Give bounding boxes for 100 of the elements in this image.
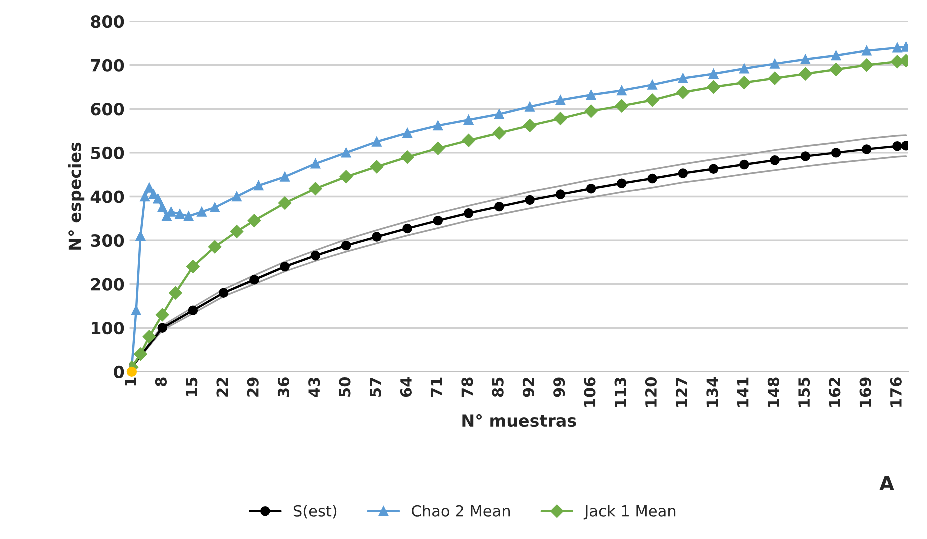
point: [186, 260, 200, 274]
y-tick-label: 800: [91, 16, 124, 28]
legend-label: Chao 2 Mean: [412, 505, 510, 517]
point: [372, 137, 382, 147]
x-tick-label: 15: [186, 378, 198, 396]
x-tick-label: 22: [216, 378, 228, 397]
y-tick-label: 400: [90, 190, 124, 204]
point: [248, 214, 262, 228]
point: [740, 160, 750, 170]
point: [556, 190, 566, 200]
point: [433, 120, 444, 131]
y-axis-title: N° especies: [68, 142, 85, 250]
x-tick-label: 29: [247, 378, 259, 397]
point: [740, 64, 750, 74]
x-tick-label: 85: [492, 378, 504, 398]
x-tick-label: 92: [522, 378, 534, 398]
point: [433, 216, 444, 226]
point: [402, 224, 412, 234]
x-tick-label: 155: [798, 378, 810, 407]
x-tick-label: 148: [768, 378, 780, 407]
point: [678, 74, 688, 84]
point: [148, 190, 159, 200]
x-tick-label: 134: [706, 377, 718, 407]
legend-label: Jack 1 Mean: [584, 505, 676, 520]
point: [799, 68, 812, 81]
point: [892, 142, 902, 152]
x-tick-label: 78: [462, 378, 474, 398]
point: [370, 160, 384, 174]
point: [800, 152, 811, 162]
point: [402, 128, 412, 138]
point: [464, 208, 474, 218]
point: [278, 196, 292, 210]
point: [523, 119, 537, 132]
point: [169, 286, 182, 300]
y-tick-label: 300: [91, 234, 124, 248]
point: [156, 308, 170, 322]
point: [197, 207, 207, 217]
point: [646, 94, 660, 107]
point: [372, 232, 382, 242]
point: [232, 192, 242, 202]
point: [280, 262, 290, 272]
point: [340, 170, 353, 184]
point: [462, 134, 476, 148]
y-tick-label: 100: [92, 322, 124, 335]
point: [184, 212, 194, 222]
point: [310, 250, 321, 261]
point: [142, 330, 156, 344]
point: [126, 366, 138, 377]
point: [208, 240, 222, 254]
point: [341, 240, 352, 251]
point: [140, 192, 150, 202]
point: [831, 50, 842, 61]
point: [280, 172, 290, 182]
point: [708, 164, 719, 174]
x-tick-label: 36: [278, 378, 290, 398]
y-tick-label: 700: [91, 59, 124, 72]
point: [584, 104, 598, 118]
y-tick-label: 500: [91, 146, 124, 160]
x-tick-label: 8: [155, 378, 168, 386]
point: [158, 323, 168, 333]
y-tick-label: 200: [91, 278, 124, 291]
point: [158, 202, 168, 213]
point: [862, 46, 872, 56]
x-tick-label: 106: [584, 378, 596, 407]
x-tick-label: 71: [431, 378, 442, 398]
x-tick-label: 57: [370, 378, 382, 397]
point: [768, 72, 782, 86]
point: [738, 76, 751, 90]
point: [136, 231, 146, 242]
point: [800, 54, 811, 65]
point: [830, 63, 843, 76]
point: [175, 209, 185, 220]
point: [892, 42, 902, 53]
point: [648, 174, 658, 184]
point: [617, 86, 627, 96]
x-tick-label: 141: [737, 378, 749, 407]
point: [648, 80, 658, 90]
point: [250, 275, 260, 285]
point: [586, 184, 596, 194]
point: [494, 110, 504, 120]
point: [188, 306, 198, 316]
point: [770, 156, 780, 166]
point: [131, 306, 142, 316]
point: [494, 202, 504, 212]
point: [676, 86, 690, 100]
point: [586, 90, 596, 100]
point: [341, 148, 352, 158]
point: [554, 112, 568, 126]
text: A: [880, 476, 894, 490]
x-tick-label: 162: [829, 378, 841, 407]
point: [556, 96, 566, 106]
x-tick-label: 43: [308, 378, 320, 398]
x-tick-label: 113: [614, 378, 626, 407]
point: [708, 69, 719, 79]
point: [210, 202, 220, 213]
point: [525, 102, 535, 112]
point: [134, 348, 148, 361]
x-tick-label: 64: [400, 377, 412, 398]
point: [770, 59, 780, 69]
x-tick-label: 1: [125, 378, 136, 386]
